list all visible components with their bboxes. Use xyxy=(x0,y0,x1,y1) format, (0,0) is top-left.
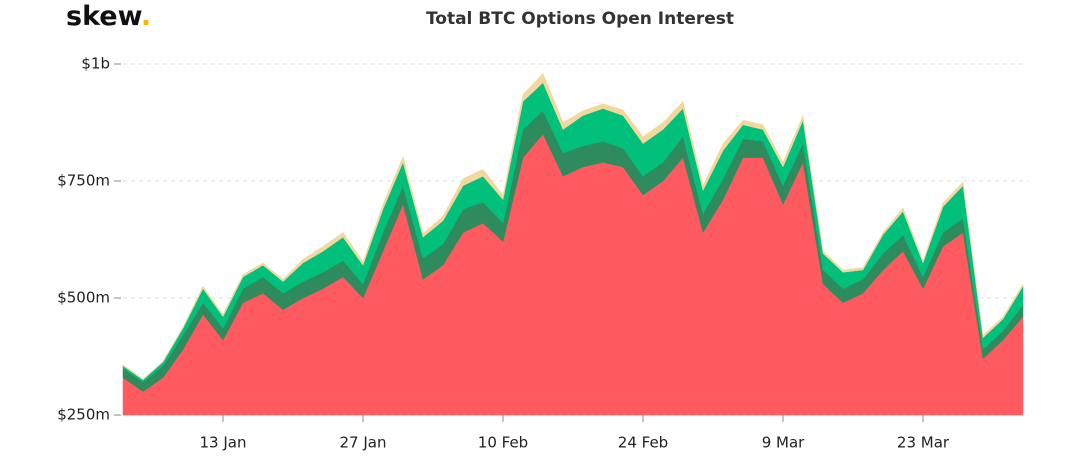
x-tick-label: 27 Jan xyxy=(340,434,387,452)
x-tick-label: 9 Mar xyxy=(762,434,805,452)
logo-text: skew xyxy=(66,1,142,32)
x-tick-label: 24 Feb xyxy=(618,434,668,452)
y-tick-label: $500m xyxy=(57,289,110,307)
logo-dot: . xyxy=(141,1,151,32)
area xyxy=(122,72,1024,381)
x-tick-label: 10 Feb xyxy=(478,434,528,452)
x-tick-label: 23 Mar xyxy=(897,434,950,452)
chart-title: Total BTC Options Open Interest xyxy=(426,9,734,29)
x-tick-label: 13 Jan xyxy=(200,434,247,452)
logo: skew. xyxy=(66,1,151,32)
y-tick-label: $750m xyxy=(57,172,110,190)
y-tick-label: $1b xyxy=(81,55,110,73)
y-tick-label: $250m xyxy=(57,406,110,424)
